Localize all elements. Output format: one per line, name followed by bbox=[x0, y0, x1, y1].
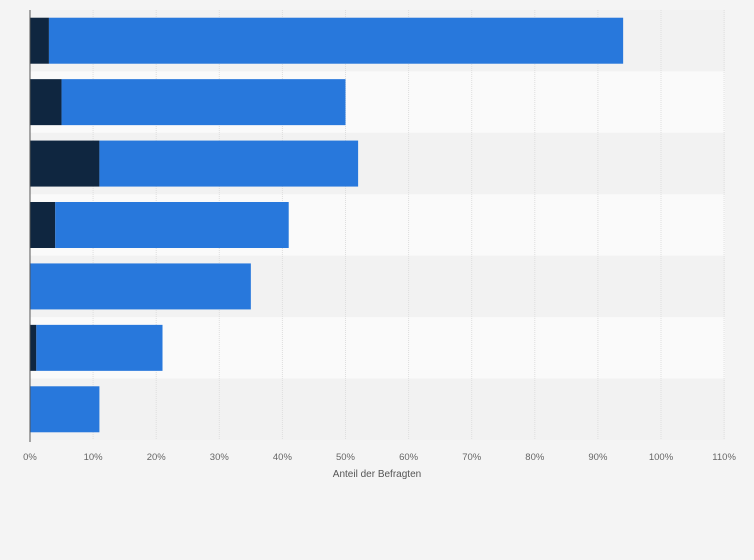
bar-segment-blue bbox=[48, 17, 624, 64]
bar-segment-blue bbox=[61, 79, 346, 126]
x-tick-label: 110% bbox=[712, 452, 736, 463]
x-tick-label: 50% bbox=[336, 452, 356, 463]
x-tick-label: 0% bbox=[23, 452, 37, 463]
x-tick-label: 70% bbox=[462, 452, 482, 463]
bar-segment-dark bbox=[30, 17, 49, 64]
bar-segment-dark bbox=[30, 324, 37, 371]
x-tick-label: 80% bbox=[525, 452, 545, 463]
bar-segment-dark bbox=[30, 79, 62, 126]
x-tick-labels: 0% 10% 20% 30% 40% 50% 60% 70% 80% 90% 100% 110% bbox=[23, 452, 736, 463]
bar-segment-blue bbox=[30, 263, 251, 310]
row-band bbox=[30, 378, 725, 440]
bars bbox=[30, 17, 624, 433]
x-tick-label: 60% bbox=[399, 452, 419, 463]
bar-segment-blue bbox=[36, 324, 163, 371]
x-tick-label: 100% bbox=[649, 452, 674, 463]
bar-segment-dark bbox=[30, 202, 56, 248]
x-axis-title: Anteil der Befragten bbox=[333, 469, 421, 480]
x-tick-label: 10% bbox=[84, 452, 104, 463]
x-tick-label: 90% bbox=[588, 452, 608, 463]
x-tick-label: 40% bbox=[273, 452, 293, 463]
bar-segment-blue bbox=[30, 386, 100, 433]
x-tick-label: 20% bbox=[147, 452, 167, 463]
bar-segment-blue bbox=[99, 140, 359, 187]
bar-segment-dark bbox=[30, 140, 100, 187]
x-tick-label: 30% bbox=[210, 452, 230, 463]
bar-segment-blue bbox=[55, 202, 289, 248]
